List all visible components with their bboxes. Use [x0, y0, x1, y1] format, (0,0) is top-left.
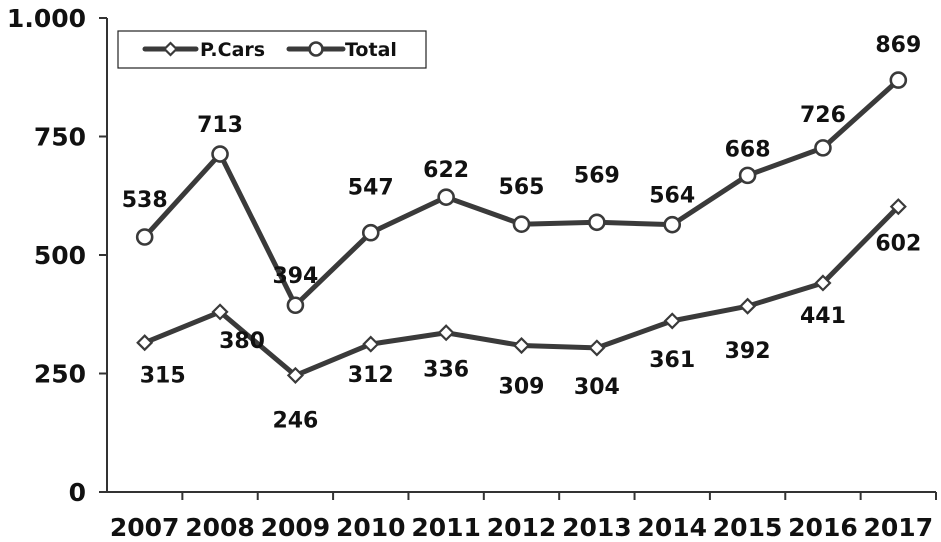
- data-label: 569: [574, 163, 620, 188]
- data-point: [362, 335, 380, 353]
- data-point: [738, 166, 757, 185]
- x-tick-label: 2015: [713, 513, 783, 542]
- data-label: 392: [725, 339, 771, 364]
- data-label: 336: [423, 358, 469, 383]
- data-point: [588, 213, 606, 232]
- series-p-cars: [136, 198, 907, 384]
- data-point: [437, 324, 455, 342]
- y-axis-labels: 0 250 500 750 1.000: [7, 4, 86, 507]
- data-point: [437, 188, 455, 206]
- legend: P.Cars Total: [117, 30, 427, 69]
- data-label: 565: [499, 175, 545, 200]
- x-tick-label: 2010: [336, 513, 406, 542]
- y-tick-label: 750: [34, 123, 86, 152]
- x-tick-label: 2016: [788, 513, 858, 542]
- data-label: 441: [800, 304, 846, 329]
- series-layer: [135, 71, 908, 384]
- legend-marker-circle: [308, 41, 324, 57]
- data-point: [286, 296, 305, 315]
- y-tick-label: 250: [34, 360, 86, 389]
- data-point: [739, 297, 757, 315]
- data-label: 713: [197, 113, 243, 138]
- x-tick-label: 2014: [637, 513, 707, 542]
- data-label: 380: [219, 329, 265, 354]
- data-point: [889, 71, 908, 89]
- data-label: 309: [499, 375, 545, 400]
- data-label: 602: [875, 232, 921, 257]
- data-point: [814, 139, 832, 157]
- x-tick-label: 2007: [110, 513, 180, 542]
- legend-label: P.Cars: [200, 39, 265, 61]
- data-label: 394: [272, 264, 318, 289]
- legend-item: Total: [286, 39, 397, 61]
- legend-marker-diamond: [162, 41, 179, 57]
- data-point: [663, 312, 681, 330]
- data-label: 564: [649, 184, 695, 209]
- legend-item: P.Cars: [142, 39, 265, 61]
- data-label: 315: [140, 364, 186, 389]
- legend-label: Total: [345, 39, 397, 61]
- x-tick-label: 2008: [185, 513, 255, 542]
- data-label: 361: [649, 348, 695, 373]
- data-label: 622: [423, 158, 469, 183]
- data-point: [361, 223, 380, 242]
- data-label: 304: [574, 375, 620, 400]
- data-labels: 315 380 246 312 336 309 304 361 392 441 602 538 713 3…: [122, 33, 922, 433]
- data-label: 312: [348, 363, 394, 388]
- series-total: [135, 71, 908, 315]
- data-point: [512, 336, 531, 355]
- data-label: 246: [272, 408, 318, 433]
- x-axis-labels: 2007 2008 2009 2010 2011 2012 2013 2014 2015 2016…: [110, 513, 933, 542]
- x-tick-label: 2011: [411, 513, 481, 542]
- data-point: [588, 339, 606, 357]
- y-tick-label: 0: [69, 478, 86, 507]
- y-tick-label: 500: [34, 241, 86, 270]
- data-point: [889, 198, 907, 216]
- data-point: [286, 366, 304, 384]
- y-tick-label: 1.000: [7, 4, 86, 33]
- data-label: 869: [875, 33, 921, 58]
- data-point: [136, 334, 154, 352]
- data-point: [135, 228, 154, 246]
- data-point: [211, 145, 229, 163]
- x-tick-label: 2017: [864, 513, 934, 542]
- data-label: 668: [725, 137, 771, 162]
- data-point: [663, 215, 682, 234]
- data-label: 538: [122, 188, 168, 213]
- x-tick-label: 2009: [261, 513, 331, 542]
- x-tick-label: 2013: [562, 513, 632, 542]
- data-point: [211, 303, 229, 321]
- data-point: [512, 215, 531, 233]
- data-label: 726: [800, 103, 846, 128]
- data-point: [814, 274, 832, 292]
- x-tick-label: 2012: [487, 513, 557, 542]
- data-label: 547: [348, 176, 394, 201]
- axes: [99, 17, 937, 500]
